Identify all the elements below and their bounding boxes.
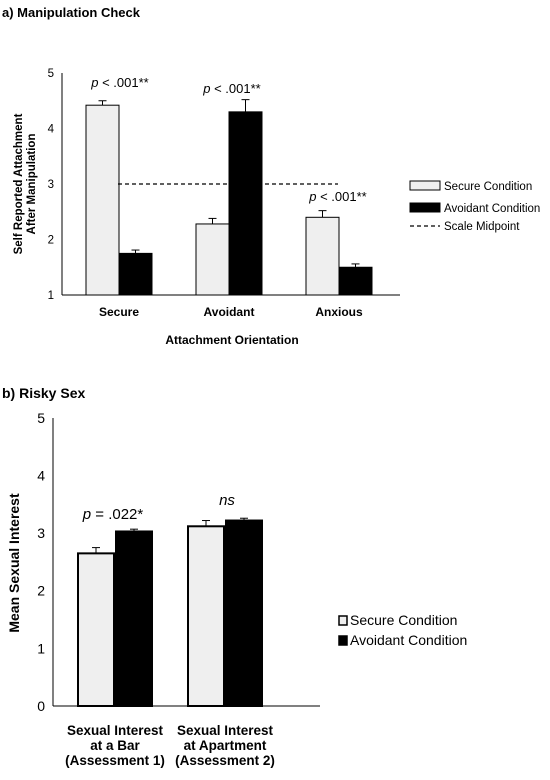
bar-avoidant-condition-secure [118,252,153,296]
bar-secure-condition-anxious [305,216,340,296]
panel-b-y-ticks: 0 1 2 3 4 5 [37,410,45,714]
y-tick-label: 1 [37,640,45,656]
y-tick-label: 3 [48,179,54,191]
y-tick-label: 0 [37,698,45,714]
x-tick-label-sexual-interest-at-a-bar-assessment-1: Sexual Interest at a Bar (Assessment 1) [65,723,165,768]
significance-label-anxious: p < .001** [308,189,366,204]
panel-b-legend: Secure Condition Avoidant Condition [338,612,467,648]
significance-label-sexual-interest-at-a-bar-assessment-1: p = .022* [82,506,144,523]
y-tick-label: 1 [48,290,54,302]
legend-label-avoidant-condition: Avoidant Condition [350,632,467,648]
panel-a-x-ticks: Secure Avoidant Anxious [99,305,363,319]
x-tick-label-anxious: Anxious [315,305,363,319]
panel-a-x-axis-label: Attachment Orientation [165,333,298,347]
panel-a-manipulation-check: a) Manipulation Check Self Reported Atta… [2,5,540,347]
bar-secure-condition-sexual-interest-at-apartment-assessment-2 [187,525,225,708]
x-tick-label-secure: Secure [99,305,139,319]
panel-a-y-label-line-2: After Manipulation [26,134,38,235]
panel-a-y-ticks: 1 2 3 4 5 [48,68,55,302]
x-tick-label-sexual-interest-at-apartment-assessment-2: Sexual Interest at Apartment (Assessment 2… [175,723,275,768]
panel-a-y-axis-label: Self Reported Attachment After Manipulat… [13,113,38,254]
bar-avoidant-condition-sexual-interest-at-apartment-assessment-2 [225,519,263,708]
panel-b-risky-sex: b) Risky Sex Mean Sexual Interest 0 1 2 3 4 5… [2,385,467,768]
legend-swatch-avoidant-condition [338,635,348,646]
panel-a-y-label-line-1: Self Reported Attachment [13,113,25,254]
bar-secure-condition-sexual-interest-at-a-bar-assessment-1 [77,552,115,707]
significance-label-sexual-interest-at-apartment-assessment-2: ns [219,492,235,509]
y-tick-label: 4 [48,124,55,136]
panel-a-bars [85,99,373,296]
panel-b-bars [77,517,263,708]
significance-label-avoidant: p < .001** [202,81,260,96]
legend-swatch-avoidant-condition [409,202,441,213]
bar-avoidant-condition-sexual-interest-at-a-bar-assessment-1 [115,530,153,707]
panel-b-y-axis-label: Mean Sexual Interest [6,493,22,633]
legend-label-scale-midpoint: Scale Midpoint [444,221,520,233]
y-tick-label: 5 [37,410,45,426]
legend-swatch-secure-condition [338,615,348,626]
x-tick-label-avoidant: Avoidant [204,305,255,319]
panel-b-annotations: p = .022* ns [82,492,236,523]
bar-secure-condition-avoidant [195,223,230,296]
y-tick-label: 5 [48,68,54,80]
panel-b-title: b) Risky Sex [2,385,85,401]
y-tick-label: 2 [37,583,45,599]
y-tick-label: 4 [37,468,45,484]
bar-avoidant-condition-anxious [338,266,373,296]
bar-avoidant-condition-avoidant [228,111,263,296]
panel-a-legend: Secure Condition Avoidant Condition Scal… [409,180,540,233]
legend-label-avoidant-condition: Avoidant Condition [444,203,540,215]
panel-b-x-ticks: Sexual Interest at a Bar (Assessment 1)Sex… [65,723,275,768]
bar-secure-condition-secure [85,104,120,296]
legend-label-secure-condition: Secure Condition [444,181,532,193]
legend-label-secure-condition: Secure Condition [350,612,457,628]
panel-a-annotations: p < .001** p < .001** p < .001** [90,75,366,204]
significance-label-secure: p < .001** [90,75,148,90]
y-tick-label: 3 [37,525,45,541]
legend-swatch-secure-condition [409,180,441,191]
y-tick-label: 2 [48,235,54,247]
panel-a-title: a) Manipulation Check [2,5,141,20]
